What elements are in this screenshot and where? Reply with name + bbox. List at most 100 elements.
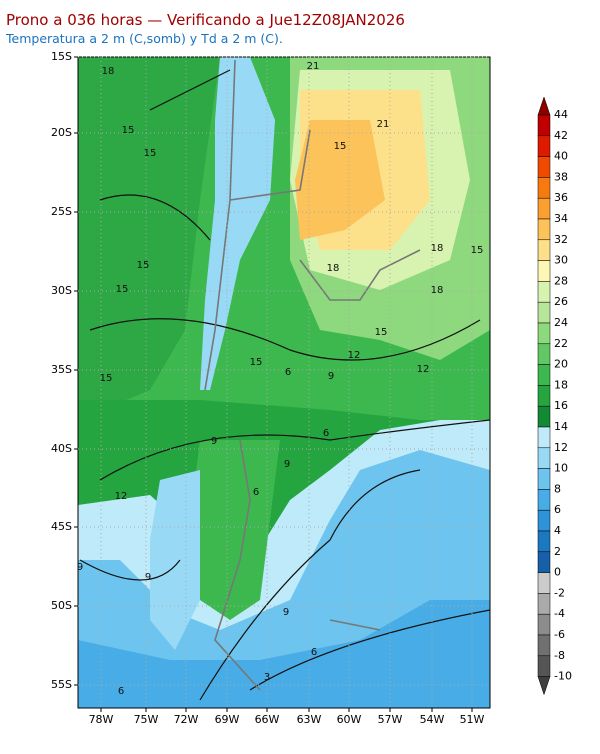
colorbar-swatch [537,343,551,365]
colorbar-swatch [537,322,551,345]
lon-label: 51W [460,713,485,726]
colorbar-label: -10 [554,670,572,683]
colorbar-swatch [537,218,551,241]
contour-label: 15 [471,245,484,256]
lat-label: 50S [51,599,72,612]
contour-label: 15 [250,357,263,368]
contour-label: 15 [122,125,135,136]
colorbar-label: 12 [554,441,568,454]
contour-label: 18 [431,243,444,254]
colorbar-swatch [537,281,551,303]
lon-label: 75W [134,713,159,726]
colorbar-label: 38 [554,170,568,183]
colorbar-swatch [537,593,551,615]
colorbar-swatch [537,114,551,137]
contour-label: 9 [211,436,217,447]
colorbar-swatch [537,135,551,157]
lat-label: 35S [51,363,72,376]
contour-label: 6 [311,647,317,658]
title: Prono a 036 horas — Verificando a Jue12Z… [6,11,405,29]
contour-label: 15 [334,141,347,152]
colorbar-arrow [537,676,551,696]
colorbar-swatch [537,468,551,490]
contour-label: 12 [115,491,128,502]
colorbar-label: 10 [554,462,568,475]
map-frame [77,56,491,709]
lat-label: 15S [51,50,72,63]
lat-label: 30S [51,284,72,297]
contour-label: 18 [431,285,444,296]
lat-label: 55S [51,678,72,691]
colorbar-swatch [537,239,551,261]
colorbar-label: -4 [554,607,565,620]
contour-label: 15 [116,284,129,295]
colorbar-label: 44 [554,108,568,121]
contour-label: 12 [417,364,430,375]
colorbar-label: 6 [554,503,561,516]
contour-label: 21 [307,61,320,72]
lon-label: 66W [255,713,280,726]
colorbar-label: 24 [554,316,568,329]
contour-label: 9 [145,572,151,583]
colorbar-label: 8 [554,482,561,495]
colorbar-swatch [537,530,551,553]
colorbar-swatch [537,405,551,428]
colorbar-label: 16 [554,399,568,412]
colorbar-label: 20 [554,358,568,371]
contour-label: 15 [137,260,150,271]
contour-label: 9 [328,371,334,382]
contour-label: 18 [327,263,340,274]
lon-label: 69W [215,713,240,726]
contour-label: 15 [100,373,113,384]
colorbar-label: 22 [554,337,568,350]
colorbar-swatch [537,364,551,386]
colorbar-label: 18 [554,378,568,391]
colorbar-label: -8 [554,649,565,662]
colorbar-swatch [537,655,551,677]
lat-label: 45S [51,520,72,533]
colorbar-label: -2 [554,586,565,599]
contour-label: 15 [375,327,388,338]
contour-label: 6 [285,367,291,378]
lon-label: 72W [174,713,199,726]
colorbar-swatch [537,197,551,220]
colorbar-label: 42 [554,129,568,142]
colorbar-swatch [537,447,551,469]
colorbar-label: 30 [554,254,568,267]
colorbar-swatch [537,260,551,282]
colorbar-label: 26 [554,295,568,308]
lon-label: 78W [89,713,114,726]
colorbar-label: 32 [554,233,568,246]
colorbar-label: -6 [554,628,565,641]
colorbar-swatch [537,301,551,324]
colorbar-label: 40 [554,150,568,163]
map-fill [78,57,490,708]
colorbar-label: 36 [554,191,568,204]
lon-label: 57W [378,713,403,726]
colorbar-label: 34 [554,212,568,225]
contour-label: 6 [323,428,329,439]
colorbar-arrow [537,96,551,116]
colorbar-label: 4 [554,524,561,537]
colorbar-swatch [537,613,551,636]
colorbar-swatch [537,551,551,573]
lon-label: 60W [337,713,362,726]
colorbar-swatch [537,385,551,407]
contour-label: 21 [377,119,390,130]
contour-label: 15 [144,148,157,159]
colorbar-swatch [537,177,551,199]
contour-label: 9 [283,607,289,618]
lon-label: 54W [420,713,445,726]
contour-label: 18 [102,66,115,77]
contour-label: 9 [284,459,290,470]
colorbar-label: 0 [554,566,561,579]
colorbar-label: 28 [554,274,568,287]
colorbar-swatch [537,634,551,657]
contour-label: 9 [77,562,83,573]
colorbar-label: 2 [554,545,561,558]
colorbar-swatch [537,156,551,178]
colorbar-label: 14 [554,420,568,433]
contour-label: 6 [118,686,124,697]
lat-label: 40S [51,442,72,455]
